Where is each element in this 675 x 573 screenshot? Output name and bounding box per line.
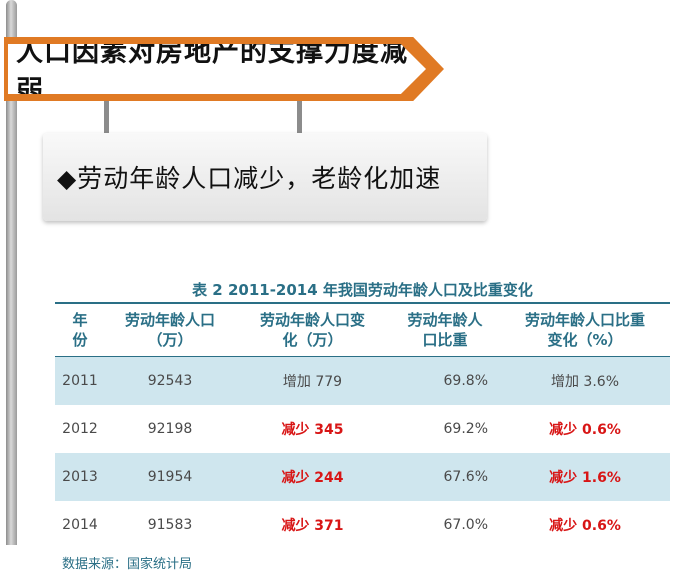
table-row: 2014 91583 减少 371 67.0% 减少 0.6% <box>55 501 670 549</box>
table-caption: 表 2 2011-2014 年我国劳动年龄人口及比重变化 <box>192 281 533 299</box>
connector-peg-right <box>297 101 302 135</box>
cell-population-change: 减少 244 <box>281 470 344 486</box>
cell-ratio-change: 增加 3.6% <box>550 374 620 390</box>
cell-population: 91954 <box>147 469 193 485</box>
bullet-box: ◆劳动年龄人口减少，老龄化加速 <box>43 133 487 221</box>
cell-ratio-change: 减少 1.6% <box>549 470 621 486</box>
header-year-line2: 份 <box>72 331 88 349</box>
table-header-row: 年 份 劳动年龄人口 （万） 劳动年龄人口变 化（万） 劳动年龄人 口比重 劳动… <box>55 304 670 357</box>
cell-year: 2014 <box>62 517 98 533</box>
header-ratio-line1: 劳动年龄人 <box>407 311 483 329</box>
header-ratio-change: 劳动年龄人口比重 变化（%） <box>500 310 670 350</box>
cell-year: 2012 <box>62 421 98 437</box>
cell-population: 91583 <box>147 517 193 533</box>
header-population-change: 劳动年龄人口变 化（万） <box>235 310 390 350</box>
title-box: 人口因素对房地产的支撑力度减弱 <box>8 44 426 94</box>
header-population: 劳动年龄人口 （万） <box>105 310 235 350</box>
cell-ratio: 69.8% <box>443 373 488 389</box>
data-source-note: 数据来源：国家统计局 <box>62 557 193 572</box>
cell-population: 92198 <box>147 421 193 437</box>
table-row: 2013 91954 减少 244 67.6% 减少 1.6% <box>55 453 670 501</box>
cell-ratio: 67.0% <box>443 517 488 533</box>
cell-population: 92543 <box>147 373 193 389</box>
cell-year: 2013 <box>62 469 98 485</box>
header-change-line1: 劳动年龄人口变 <box>259 311 365 329</box>
header-ratio-change-line2: 变化（%） <box>547 331 623 349</box>
cell-ratio: 67.6% <box>443 469 488 485</box>
labor-population-table: 年 份 劳动年龄人口 （万） 劳动年龄人口变 化（万） 劳动年龄人 口比重 劳动… <box>55 302 670 549</box>
header-ratio-change-line1: 劳动年龄人口比重 <box>524 311 645 329</box>
header-ratio: 劳动年龄人 口比重 <box>390 310 500 350</box>
connector-peg-left <box>104 101 109 135</box>
cell-population-change: 增加 779 <box>282 374 343 390</box>
cell-ratio-change: 减少 0.6% <box>549 422 621 438</box>
header-ratio-line2: 口比重 <box>422 331 468 349</box>
table-row: 2011 92543 增加 779 69.8% 增加 3.6% <box>55 357 670 405</box>
table-row: 2012 92198 减少 345 69.2% 减少 0.6% <box>55 405 670 453</box>
header-population-line1: 劳动年龄人口 <box>124 311 215 329</box>
cell-ratio: 69.2% <box>443 421 488 437</box>
left-decorative-bar <box>6 0 17 545</box>
cell-ratio-change: 减少 0.6% <box>549 518 621 534</box>
bullet-point: ◆劳动年龄人口减少，老龄化加速 <box>57 164 442 193</box>
slide-title: 人口因素对房地产的支撑力度减弱 <box>16 37 408 107</box>
header-population-line2: （万） <box>147 331 193 349</box>
header-year-line1: 年 <box>72 311 88 329</box>
cell-population-change: 减少 371 <box>281 518 344 534</box>
cell-year: 2011 <box>62 373 98 389</box>
cell-population-change: 减少 345 <box>281 422 344 438</box>
header-year: 年 份 <box>55 310 105 350</box>
header-change-line2: 化（万） <box>282 331 343 349</box>
